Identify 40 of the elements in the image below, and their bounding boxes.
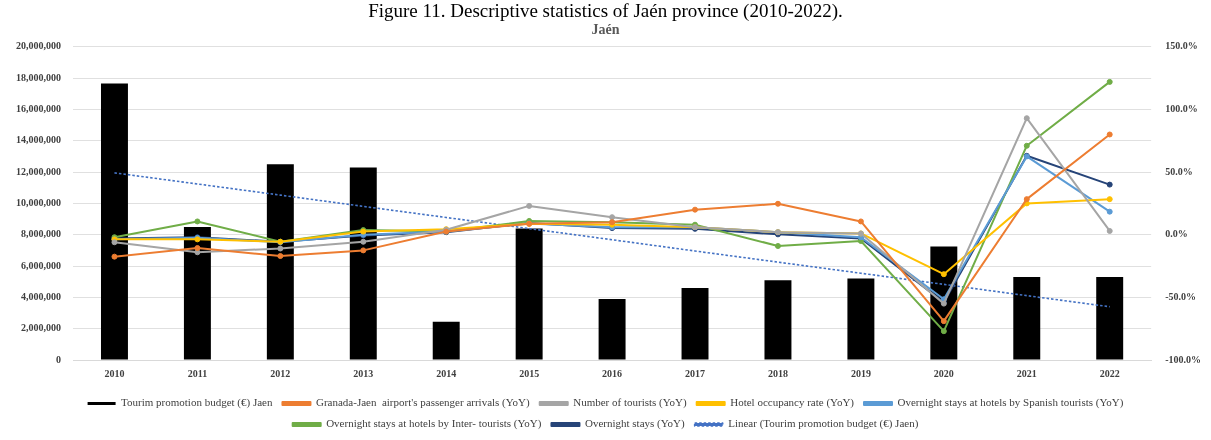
x-tick-label: 2019 (850, 367, 871, 379)
x-tick-label: 2010 (104, 367, 125, 379)
y-tick-label: 16,000,000 (16, 103, 61, 115)
y-tick-label: 18,000,000 (16, 71, 61, 83)
x-tick-label: 2012 (270, 367, 291, 379)
x-tick-label: 2016 (602, 367, 623, 379)
legend-label: Overnight stays (YoY) (584, 417, 686, 431)
y-tick-label: 20,000,000 (16, 40, 61, 52)
x-tick-label: 2017 (685, 367, 706, 379)
y2-tick-label: 100.0% (1165, 103, 1198, 115)
y-tick-label: 8,000,000 (21, 228, 61, 240)
y-tick-label: 0 (56, 353, 61, 365)
y2-tick-label: 50.0% (1165, 165, 1193, 177)
legend-label: Granada-Jaen airport's passenger arrivals (YoY) (315, 396, 531, 410)
legend-label: Linear (Tourim promotion budget (€) Jaen) (728, 417, 919, 431)
x-tick-label: 2015 (519, 367, 540, 379)
chart-subtitle: Jaén (591, 22, 620, 38)
x-tick-label: 2013 (353, 367, 374, 379)
y-tick-label: 12,000,000 (16, 165, 61, 177)
legend-label: Number of tourists (YoY) (573, 396, 688, 410)
x-tick-label: 2011 (187, 367, 208, 379)
legend-label: Overnight stays at hotels by Spanish tourists (YoY) (897, 396, 1124, 410)
y-tick-label: 2,000,000 (21, 322, 61, 334)
y-tick-label: 6,000,000 (21, 259, 61, 271)
x-tick-label: 2022 (1099, 367, 1120, 379)
y2-tick-label: 150.0% (1165, 40, 1198, 52)
x-tick-label: 2014 (436, 367, 457, 379)
y2-tick-label: 0.0% (1165, 228, 1188, 240)
legend-label: Hotel occupancy rate (YoY) (730, 396, 855, 410)
chart-title: Figure 11. Descriptive statistics of Jaén province (2010-2022). (367, 0, 844, 22)
x-tick-label: 2021 (1016, 367, 1037, 379)
y-tick-label: 10,000,000 (16, 196, 61, 208)
y-tick-label: 4,000,000 (21, 290, 61, 302)
x-tick-label: 2020 (933, 367, 954, 379)
y2-tick-label: -50.0% (1165, 290, 1197, 302)
legend-label: Overnight stays at hotels by Inter- tourists (YoY) (326, 417, 542, 431)
x-tick-label: 2018 (767, 367, 788, 379)
y-tick-label: 14,000,000 (16, 134, 61, 146)
legend-label: Tourim promotion budget (€) Jaen (121, 396, 273, 410)
y2-tick-label: -100.0% (1165, 353, 1202, 365)
